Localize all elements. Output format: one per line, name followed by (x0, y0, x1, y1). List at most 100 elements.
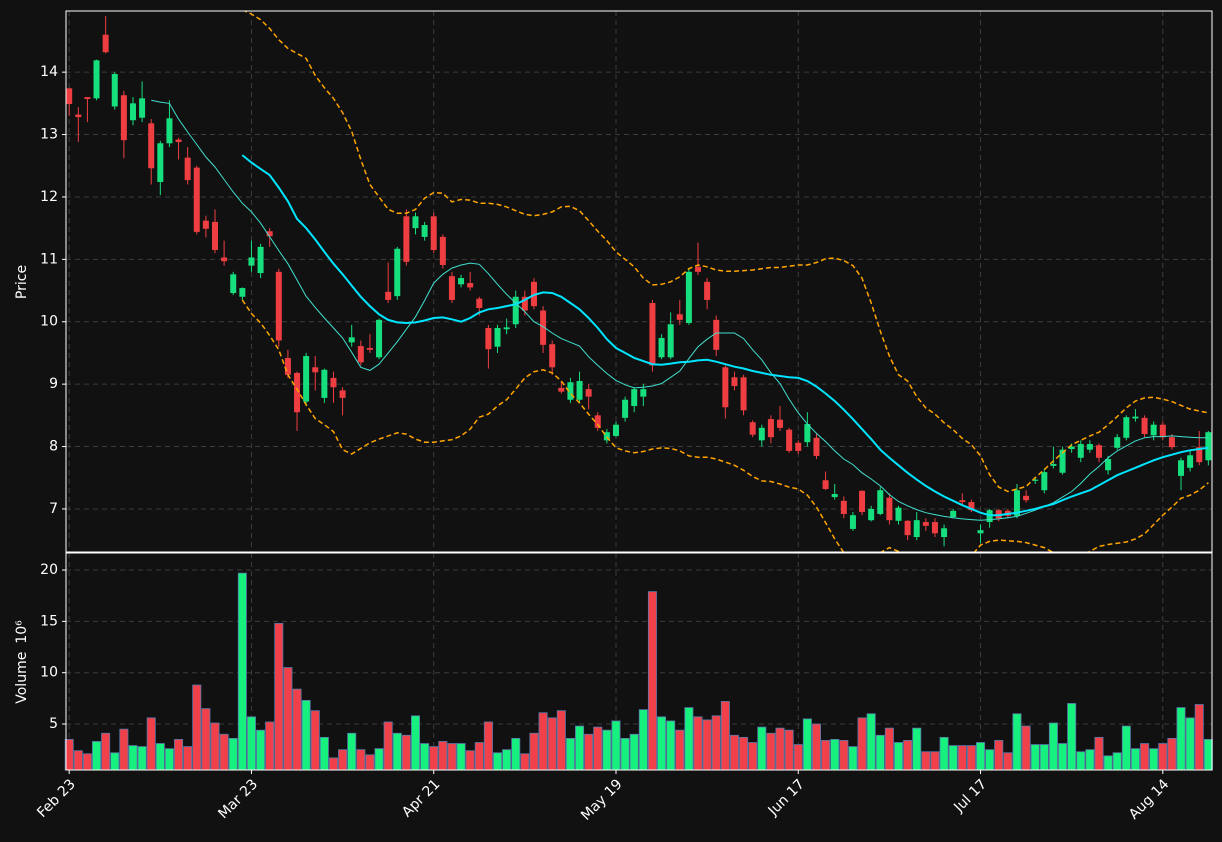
candle-body (385, 291, 392, 300)
volume-bar (657, 716, 667, 771)
volume-bar (994, 740, 1004, 771)
volume-bar (1203, 739, 1213, 771)
volume-bar (720, 701, 730, 771)
volume-label: Volume (14, 652, 30, 704)
candle-body (1050, 464, 1057, 466)
volume-bar (793, 744, 803, 771)
candle-body (676, 314, 683, 320)
candle-body (448, 276, 455, 300)
volume-bar (939, 736, 949, 771)
candle-body (640, 389, 647, 397)
candle-body (549, 344, 556, 368)
volume-bar (1176, 707, 1186, 771)
candle-body (968, 502, 975, 511)
y-tick-label: 11 (40, 251, 58, 267)
overlay-line (241, 154, 1209, 517)
volume-bar (966, 745, 976, 771)
candle-body (1041, 472, 1048, 491)
volume-bar (319, 736, 329, 771)
candle-body (175, 139, 182, 143)
volume-bar (729, 734, 739, 771)
volume-bar (538, 712, 548, 771)
candle-body (1168, 437, 1175, 448)
candle-body (931, 522, 938, 534)
candle-body (941, 528, 948, 538)
candle-body (321, 369, 328, 398)
candle-body (221, 257, 228, 262)
volume-bar (839, 740, 849, 771)
volume-bar (1112, 752, 1122, 771)
volume-bar (401, 734, 411, 771)
candle-body (813, 437, 820, 456)
candle-body (366, 347, 373, 350)
volume-bar (875, 734, 885, 771)
candle-body (193, 167, 200, 232)
candle-body (1159, 424, 1166, 438)
volume-bar (155, 743, 165, 771)
candle-body (376, 319, 383, 358)
y-tick-label: 15 (40, 613, 58, 629)
candle-body (75, 114, 82, 118)
candle-body (467, 283, 474, 288)
candle-body (749, 422, 756, 435)
volume-bar (684, 707, 694, 771)
volume-bar (957, 745, 967, 771)
candle-body (868, 508, 875, 521)
panel-frame (65, 552, 1213, 771)
volume-bar (410, 715, 420, 771)
candle-body (202, 220, 209, 229)
price-axis-label: Price (14, 265, 30, 299)
candle-body (257, 246, 264, 274)
volume-bar (1067, 703, 1077, 771)
volume-bar (1185, 717, 1195, 771)
candle-body (658, 337, 665, 358)
volume-bar (565, 737, 575, 771)
volume-bar (1012, 713, 1022, 771)
volume-bar (857, 717, 867, 771)
volume-bar (511, 737, 521, 771)
candle-body (157, 143, 164, 182)
y-tick-label: 7 (49, 501, 58, 517)
volume-bar (483, 721, 493, 771)
candle-body (822, 480, 829, 489)
candle-body (740, 377, 747, 411)
candle-body (612, 424, 619, 436)
candle-body (904, 520, 911, 536)
volume-bar (739, 736, 749, 771)
candle-body (330, 377, 337, 388)
volume-bar (748, 742, 758, 771)
volume-bar (830, 739, 840, 771)
x-tick-label: Feb 23 (34, 776, 79, 821)
candle-body (1114, 437, 1121, 448)
candle-body (66, 88, 73, 104)
volume-bar (447, 743, 457, 771)
volume-bar (101, 732, 111, 771)
candle-body (230, 274, 237, 294)
candle-body (503, 327, 510, 330)
volume-bar (948, 745, 958, 771)
volume-bar (1130, 748, 1140, 771)
y-tick-label: 8 (49, 439, 58, 455)
candle-body (93, 60, 100, 99)
candle-body (731, 377, 738, 387)
y-tick-label: 12 (40, 189, 58, 205)
candle-body (139, 98, 146, 118)
volume-bar (638, 709, 648, 771)
volume-bar (183, 746, 193, 771)
volume-bar (246, 716, 256, 771)
volume-bar (1003, 752, 1013, 771)
candle-body (576, 381, 583, 400)
x-tick-label: Mar 23 (215, 776, 261, 822)
volume-bar (374, 748, 384, 771)
candle-body (622, 399, 629, 418)
volume-bar (1030, 744, 1040, 771)
volume-bar (1094, 736, 1104, 771)
candle-body (412, 216, 419, 229)
candle-body (1013, 490, 1020, 516)
candle-body (704, 281, 711, 300)
volume-bar (228, 737, 238, 771)
volume-bar (520, 753, 530, 771)
volume-bar (274, 623, 284, 771)
candle-body (166, 118, 173, 144)
volume-bar (347, 732, 357, 771)
